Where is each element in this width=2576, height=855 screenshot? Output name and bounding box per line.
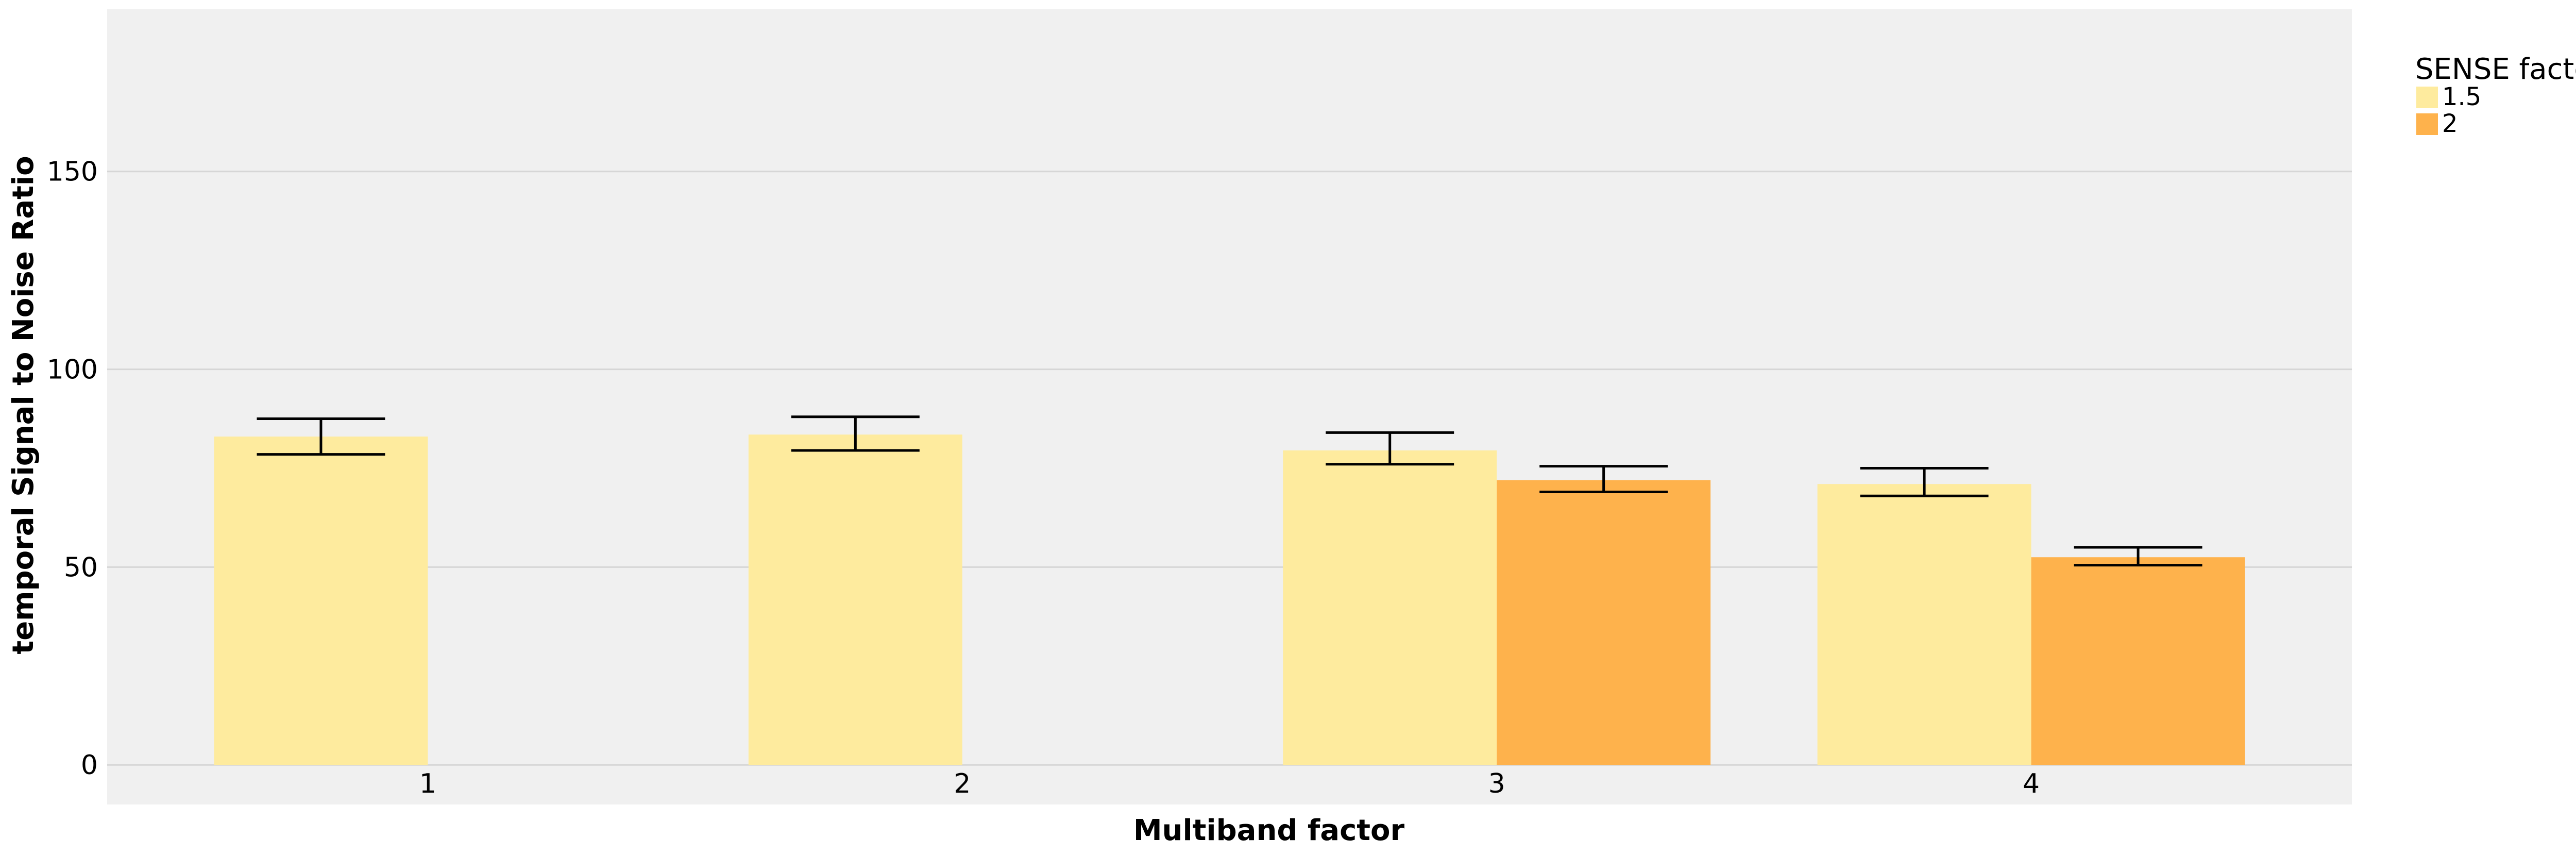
bar (1817, 484, 2031, 765)
x-tick-label: 4 (2023, 768, 2040, 799)
error-bar (1539, 465, 1668, 494)
legend: SENSE factor 1.52 (2415, 53, 2576, 138)
x-tick-label: 3 (1488, 768, 1505, 799)
x-axis-title: Multiband factor (1133, 814, 1405, 847)
bars (214, 434, 2245, 765)
y-tick-label: 50 (64, 552, 98, 583)
y-tick-label: 150 (47, 157, 98, 188)
bar (1497, 480, 1711, 765)
legend-title: SENSE factor (2415, 53, 2576, 86)
y-axis-title: temporal Signal to Noise Ratio (7, 156, 40, 654)
error-bar (1326, 431, 1454, 466)
legend-label: 1.5 (2442, 82, 2481, 111)
legend-item: 2 (2416, 109, 2458, 138)
error-bar (1860, 466, 1989, 497)
legend-item: 1.5 (2416, 82, 2481, 111)
bar (214, 437, 428, 765)
bar (1283, 450, 1497, 765)
x-tick-labels: 1 2 3 4 (419, 768, 2040, 799)
legend-swatch (2416, 87, 2438, 108)
x-tick-label: 1 (419, 768, 436, 799)
error-bar (791, 415, 920, 452)
y-tick-labels: 0 50 100 150 (47, 157, 98, 781)
bar (2031, 557, 2245, 765)
y-tick-label: 0 (81, 750, 98, 781)
bar (748, 434, 962, 765)
x-tick-label: 2 (954, 768, 971, 799)
y-tick-label: 100 (47, 355, 98, 385)
legend-label: 2 (2442, 109, 2458, 138)
legend-swatch (2416, 113, 2438, 135)
error-bars (257, 415, 2202, 567)
error-bar (257, 417, 385, 456)
error-bar (2074, 546, 2202, 567)
